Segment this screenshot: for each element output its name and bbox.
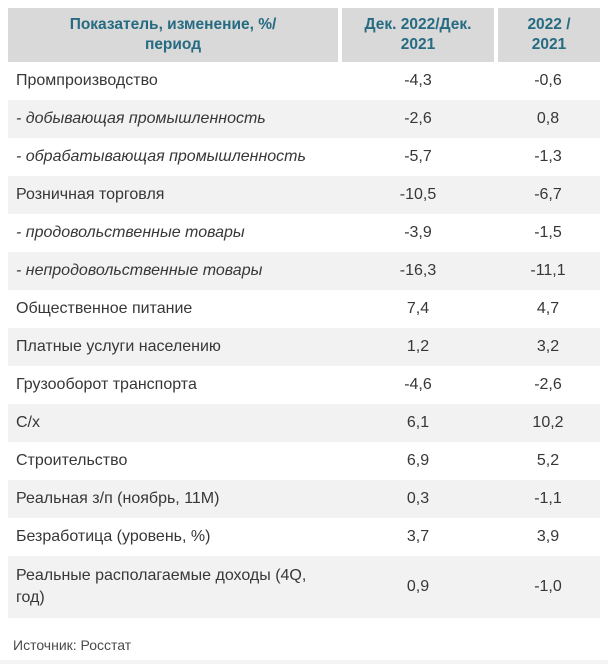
row-label: - непродовольственные товары bbox=[16, 261, 263, 279]
row-value-dec-period: -5,7 bbox=[404, 148, 432, 165]
row-value-dec-period: 3,7 bbox=[406, 528, 430, 545]
row-value-year-period: -1,5 bbox=[534, 224, 562, 241]
row-label: Розничная торговля bbox=[16, 185, 165, 203]
row-value-year-period: 5,2 bbox=[536, 452, 560, 469]
row-value-dec-period: -3,9 bbox=[404, 224, 432, 241]
row-value-dec-period: 7,4 bbox=[406, 300, 430, 317]
row-value-dec-period: 0,3 bbox=[406, 490, 430, 507]
row-value-dec-period: 6,1 bbox=[406, 414, 430, 431]
table-row: Безработица (уровень, %) 3,7 3,9 bbox=[8, 518, 600, 556]
table-row: - обрабатывающая промышленность -5,7 -1,… bbox=[8, 138, 600, 176]
row-label: Грузооборот транспорта bbox=[16, 375, 197, 393]
bottom-divider bbox=[0, 660, 608, 664]
header-cell-indicator-label: Показатель, изменение, %/период bbox=[69, 15, 277, 53]
row-label: Общественное питание bbox=[16, 299, 193, 317]
row-value-dec-period: 1,2 bbox=[406, 338, 430, 355]
row-value-year-period: -6,7 bbox=[534, 186, 562, 203]
header-cell-dec-period: Дек. 2022/Дек. 2021 bbox=[342, 8, 494, 62]
row-label: С/х bbox=[16, 413, 40, 431]
table-row: Общественное питание 7,4 4,7 bbox=[8, 290, 600, 328]
header-cell-dec-period-label: Дек. 2022/Дек. 2021 bbox=[364, 15, 472, 53]
header-cell-year-period: 2022 / 2021 bbox=[498, 8, 600, 62]
source-note: Источник: Росстат bbox=[13, 637, 132, 653]
row-value-dec-period: 0,9 bbox=[406, 578, 430, 595]
row-value-dec-period: -10,5 bbox=[399, 186, 437, 203]
row-label: Платные услуги населению bbox=[16, 337, 221, 355]
row-value-year-period: -11,1 bbox=[530, 262, 566, 279]
row-label: - продовольственные товары bbox=[16, 223, 245, 241]
row-value-year-period: -1,3 bbox=[534, 148, 562, 165]
row-label: Строительство bbox=[16, 451, 128, 469]
row-label: Промпроизводство bbox=[16, 71, 158, 89]
row-value-dec-period: -16,3 bbox=[399, 262, 437, 279]
indicators-table: Показатель, изменение, %/период Дек. 202… bbox=[8, 8, 600, 618]
table-row: Платные услуги населению 1,2 3,2 bbox=[8, 328, 600, 366]
header-cell-year-period-label: 2022 / 2021 bbox=[527, 15, 571, 53]
table-row: - добывающая промышленность -2,6 0,8 bbox=[8, 100, 600, 138]
table-body: Промпроизводство -4,3 -0,6 - добывающая … bbox=[8, 62, 600, 618]
table-row: - непродовольственные товары -16,3 -11,1 bbox=[8, 252, 600, 290]
row-value-year-period: 3,2 bbox=[536, 338, 560, 355]
row-label: - добывающая промышленность bbox=[16, 109, 266, 127]
row-value-year-period: 4,7 bbox=[536, 300, 560, 317]
row-value-dec-period: -4,6 bbox=[404, 376, 432, 393]
row-label: - обрабатывающая промышленность bbox=[16, 147, 306, 165]
row-value-year-period: -1,0 bbox=[534, 578, 562, 595]
row-value-dec-period: -4,3 bbox=[404, 72, 432, 89]
row-value-year-period: 10,2 bbox=[532, 414, 564, 431]
table-row: Строительство 6,9 5,2 bbox=[8, 442, 600, 480]
row-label: Реальная з/п (ноябрь, 11М) bbox=[16, 489, 220, 507]
table-row: Реальная з/п (ноябрь, 11М) 0,3 -1,1 bbox=[8, 480, 600, 518]
table-row: Промпроизводство -4,3 -0,6 bbox=[8, 62, 600, 100]
row-value-year-period: -2,6 bbox=[534, 376, 562, 393]
table-row: - продовольственные товары -3,9 -1,5 bbox=[8, 214, 600, 252]
row-value-year-period: -1,1 bbox=[534, 490, 562, 507]
row-value-year-period: 3,9 bbox=[536, 528, 560, 545]
row-label: Безработица (уровень, %) bbox=[16, 527, 211, 545]
row-value-year-period: 0,8 bbox=[536, 110, 560, 127]
row-value-dec-period: -2,6 bbox=[404, 110, 432, 127]
row-value-year-period: -0,6 bbox=[534, 72, 562, 89]
table-row: Реальные располагаемые доходы (4Q, год) … bbox=[8, 556, 600, 618]
table-row: Розничная торговля -10,5 -6,7 bbox=[8, 176, 600, 214]
table-row: С/х 6,1 10,2 bbox=[8, 404, 600, 442]
header-cell-indicator: Показатель, изменение, %/период bbox=[8, 8, 338, 62]
table-row: Грузооборот транспорта -4,6 -2,6 bbox=[8, 366, 600, 404]
row-label: Реальные располагаемые доходы (4Q, год) bbox=[16, 566, 307, 606]
table-header-row: Показатель, изменение, %/период Дек. 202… bbox=[8, 8, 600, 62]
row-value-dec-period: 6,9 bbox=[406, 452, 430, 469]
